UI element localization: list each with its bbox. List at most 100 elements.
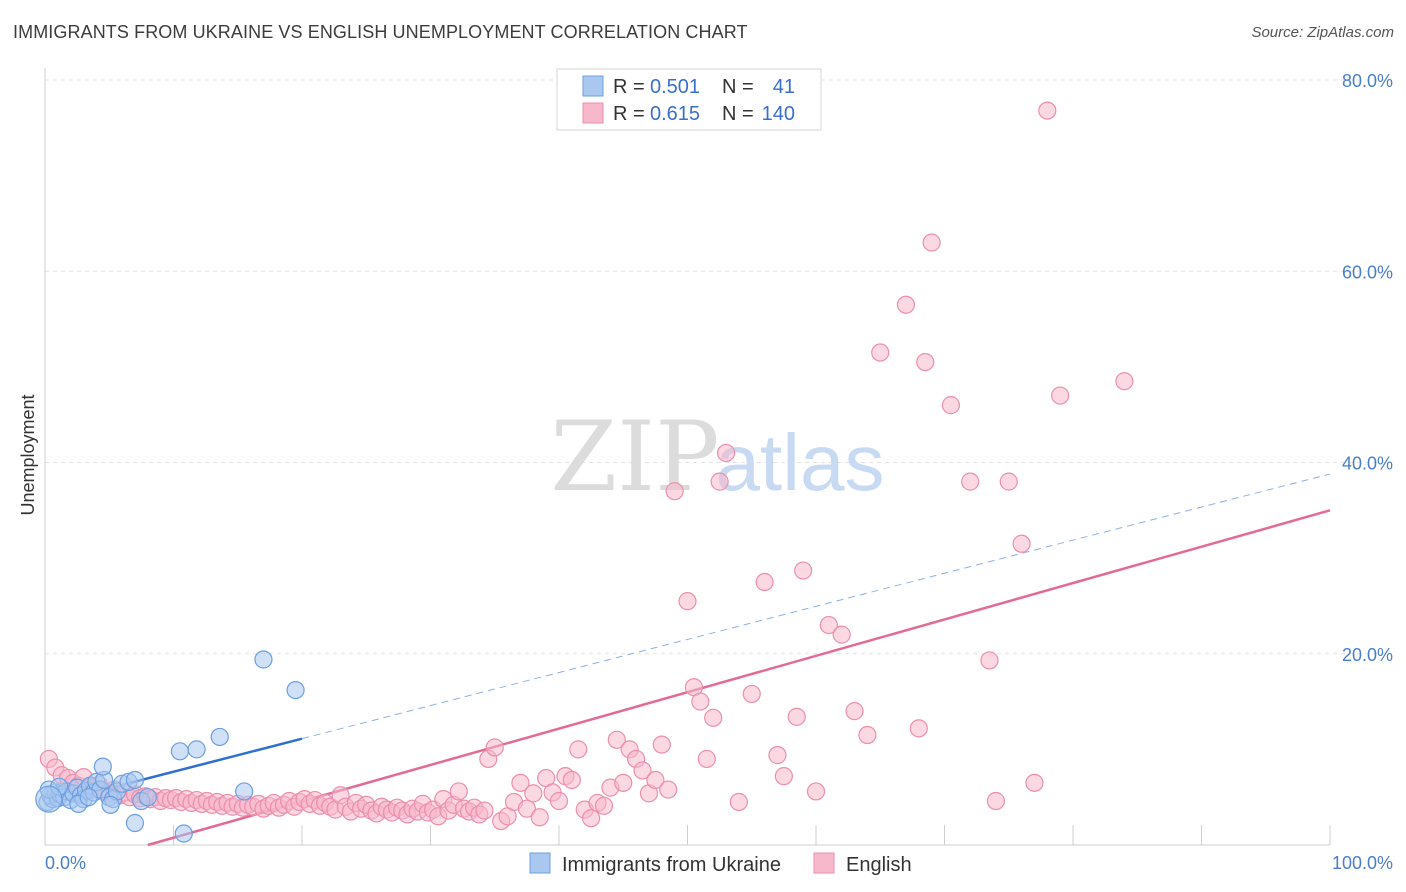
point-ukraine [125, 813, 145, 833]
grid-lines [45, 79, 1392, 655]
point-english [691, 692, 710, 711]
x-tick-label: 0.0% [45, 853, 86, 873]
y-tick-label: 60.0% [1342, 262, 1393, 282]
point-english [896, 295, 916, 314]
point-english [832, 625, 851, 644]
point-english [710, 472, 729, 491]
watermark-atlas: atlas [716, 418, 885, 507]
point-english [922, 233, 941, 252]
point-english [594, 796, 614, 815]
point-english [582, 809, 601, 828]
point-ukraine [210, 727, 229, 747]
point-english [871, 343, 890, 362]
point-english [794, 561, 813, 580]
point-english [517, 799, 536, 818]
point-english [999, 472, 1018, 491]
y-tick-label: 40.0% [1342, 454, 1393, 474]
series-legend: Immigrants from Ukraine English [529, 852, 912, 876]
point-english [806, 782, 826, 801]
x-tick-label: 100.0% [1332, 853, 1393, 873]
legend-r-value: 0.615 [650, 103, 700, 125]
point-ukraine [286, 680, 305, 700]
point-ukraine [35, 785, 63, 813]
series-legend-swatch-ukraine [529, 852, 551, 874]
legend-swatch-pink [582, 102, 604, 124]
point-english [986, 791, 1006, 811]
legend-r-label: R = [613, 76, 645, 98]
tick-labels: 20.0% 40.0% 60.0% 80.0% 0.0% 100.0% [45, 71, 1393, 873]
series-legend-swatch-english [813, 852, 835, 874]
point-english [511, 773, 530, 792]
point-english [665, 482, 684, 501]
trend-line-ukraine-extension [301, 473, 1331, 740]
point-english [1051, 386, 1070, 405]
chart-title: IMMIGRANTS FROM UKRAINE VS ENGLISH UNEMP… [13, 22, 748, 42]
point-ukraine [79, 788, 98, 807]
point-english [941, 396, 961, 415]
point-english [704, 708, 723, 727]
y-tick-label: 80.0% [1342, 71, 1393, 91]
point-ukraine [174, 824, 193, 843]
point-english [562, 770, 581, 790]
watermark: ZIP atlas [550, 401, 884, 513]
correlation-legend: R = 0.501 N = 41 R = 0.615 N = 140 [556, 68, 822, 131]
y-axis-label: Unemployment [18, 394, 38, 515]
point-english [774, 767, 793, 786]
point-english [768, 746, 787, 765]
axes [44, 68, 1331, 846]
point-english [614, 773, 633, 792]
legend-n-label: N = [722, 103, 754, 125]
point-english [652, 735, 671, 754]
source-credit: Source: ZipAtlas.com [1251, 24, 1394, 41]
point-english [697, 749, 716, 769]
point-english [475, 801, 494, 820]
point-english [633, 761, 652, 780]
point-english [716, 443, 736, 463]
point-english [845, 702, 864, 721]
data-points [35, 101, 1134, 843]
point-english [524, 784, 543, 803]
watermark-zip: ZIP [550, 401, 719, 513]
point-ukraine [93, 757, 112, 776]
point-english [1012, 534, 1031, 553]
legend-n-label: N = [722, 76, 754, 98]
point-english [569, 740, 588, 759]
point-ukraine [170, 742, 190, 761]
point-english [1038, 101, 1057, 120]
point-english [916, 352, 935, 372]
point-english [449, 782, 468, 801]
point-english [819, 615, 838, 635]
point-english [980, 651, 999, 670]
point-english [607, 730, 626, 749]
point-english [1115, 372, 1134, 391]
point-english [530, 808, 549, 827]
point-ukraine [235, 782, 254, 801]
point-english [659, 780, 678, 799]
point-english [909, 719, 928, 738]
y-tick-label: 20.0% [1342, 645, 1393, 665]
legend-r-value: 0.501 [650, 76, 700, 98]
point-ukraine [125, 770, 145, 790]
series-legend-label: Immigrants from Ukraine [562, 854, 781, 876]
point-ukraine [187, 740, 206, 759]
point-ukraine [254, 650, 273, 669]
point-english [787, 707, 806, 726]
point-english [858, 725, 877, 745]
legend-r-label: R = [613, 103, 645, 125]
legend-n-value: 140 [762, 103, 795, 125]
point-english [678, 592, 697, 611]
point-ukraine [138, 788, 157, 807]
point-english [485, 738, 504, 757]
point-english [729, 792, 749, 812]
series-legend-label: English [846, 854, 912, 876]
point-english [961, 472, 980, 491]
point-english [742, 684, 761, 704]
point-english [549, 791, 569, 811]
legend-n-value: 41 [773, 76, 795, 98]
point-english [755, 572, 774, 592]
legend-swatch-blue [582, 75, 604, 97]
point-english [1025, 773, 1044, 792]
point-english [646, 770, 665, 790]
point-ukraine [101, 795, 120, 814]
